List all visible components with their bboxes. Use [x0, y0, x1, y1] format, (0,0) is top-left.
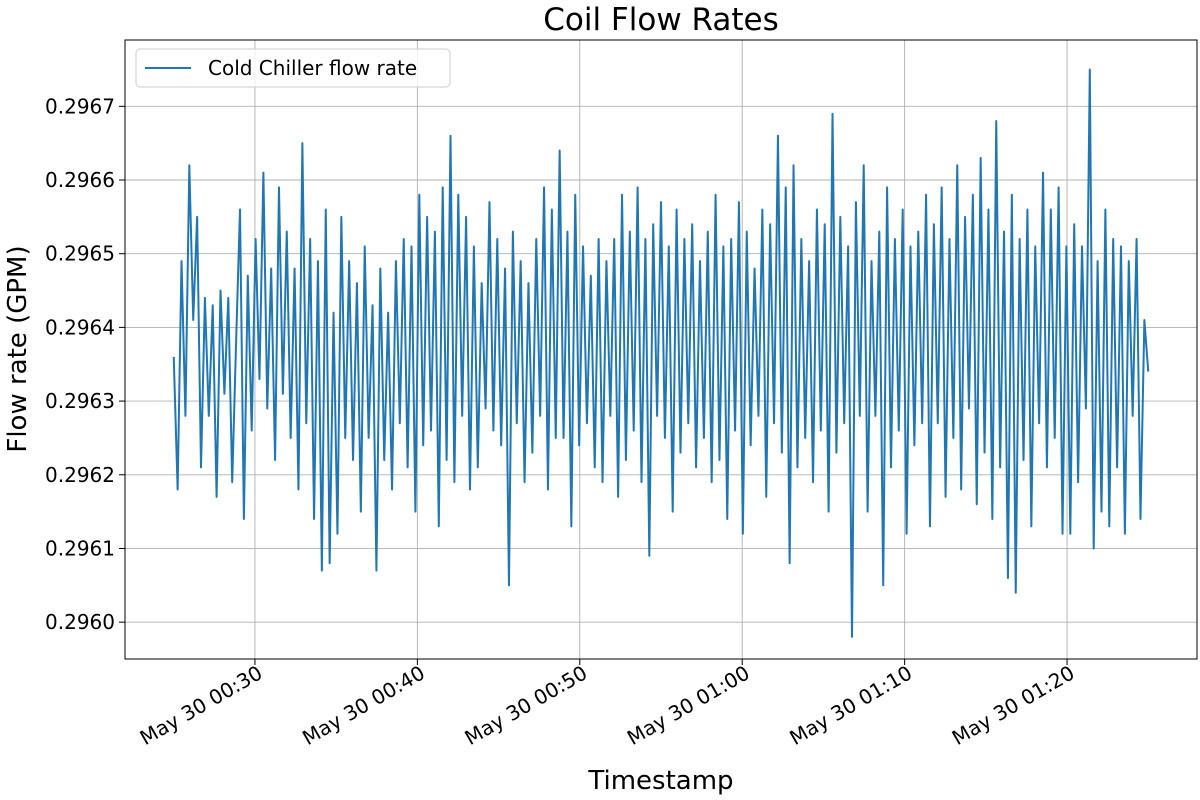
x-tick-label: May 30 00:40 [298, 661, 429, 750]
x-axis: May 30 00:30 May 30 00:40 May 30 00:50 May … [136, 659, 1079, 750]
plot-area-frame [124, 39, 1198, 660]
grid [125, 40, 1197, 659]
y-tick-label: 0.2965 [45, 242, 115, 266]
series-layer [172, 68, 1150, 638]
x-tick-label: May 30 01:10 [785, 661, 916, 750]
y-tick-label: 0.2961 [45, 536, 115, 560]
legend: Cold Chiller flow rate [135, 48, 451, 88]
y-tick-label: 0.2960 [45, 610, 115, 634]
series-line-cold-chiller [172, 68, 1150, 638]
chart-title: Coil Flow Rates [543, 2, 779, 38]
y-tick-label: 0.2967 [45, 94, 115, 118]
x-axis-title: Timestamp [587, 766, 733, 796]
y-axis: 0.2960 0.2961 0.2962 0.2963 0.2964 0.2965 0.29… [45, 94, 125, 634]
x-tick-label: May 30 00:50 [461, 661, 592, 750]
y-tick-label: 0.2964 [45, 315, 115, 339]
legend-label-cold-chiller: Cold Chiller flow rate [208, 56, 417, 80]
y-tick-label: 0.2962 [45, 463, 115, 487]
x-tick-label: May 30 01:00 [623, 661, 754, 750]
y-tick-label: 0.2966 [45, 168, 115, 192]
y-axis-title: Flow rate (GPM) [3, 245, 33, 452]
x-tick-label: May 30 00:30 [136, 661, 267, 750]
x-tick-label: May 30 01:20 [948, 661, 1079, 750]
legend-box [135, 48, 451, 88]
y-tick-label: 0.2963 [45, 389, 115, 413]
